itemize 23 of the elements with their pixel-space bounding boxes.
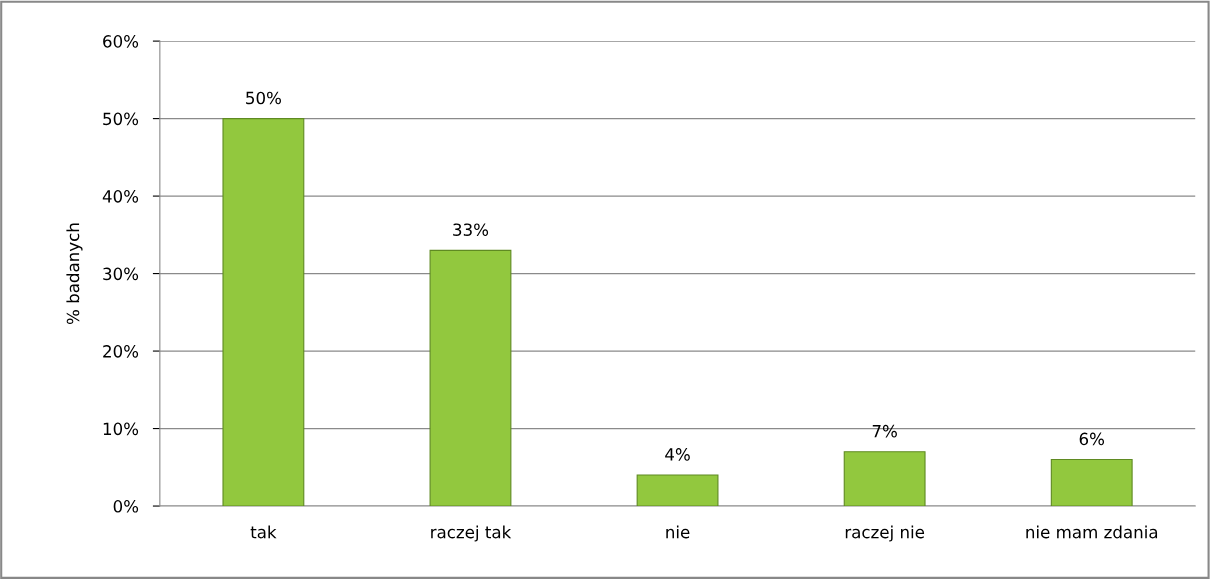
bar — [843, 451, 926, 507]
y-tick-label: 60% — [103, 35, 139, 48]
bar — [1050, 458, 1133, 507]
bar — [429, 249, 512, 507]
x-tick-label: raczej tak — [431, 525, 512, 542]
y-axis-title: % badanych — [66, 223, 83, 325]
x-tick-label: nie mam zdania — [1026, 525, 1158, 539]
x-tick-label: raczej nie — [845, 525, 925, 542]
y-tick-label: 10% — [103, 422, 139, 436]
data-label: 50% — [246, 91, 281, 105]
data-label: 7% — [872, 424, 897, 438]
bar — [222, 118, 305, 507]
bar — [636, 474, 719, 507]
y-tick-label: 30% — [103, 267, 139, 281]
y-tick-label: 40% — [102, 190, 139, 203]
data-label: 6% — [1079, 432, 1105, 446]
y-tick-label: 0% — [113, 500, 139, 513]
x-tick-label: tak — [250, 525, 277, 539]
x-tick-label: nie — [666, 525, 690, 539]
y-tick-label: 20% — [103, 345, 139, 358]
data-label: 4% — [665, 448, 690, 461]
y-tick-label: 50% — [103, 112, 139, 126]
data-label: 33% — [453, 223, 489, 236]
